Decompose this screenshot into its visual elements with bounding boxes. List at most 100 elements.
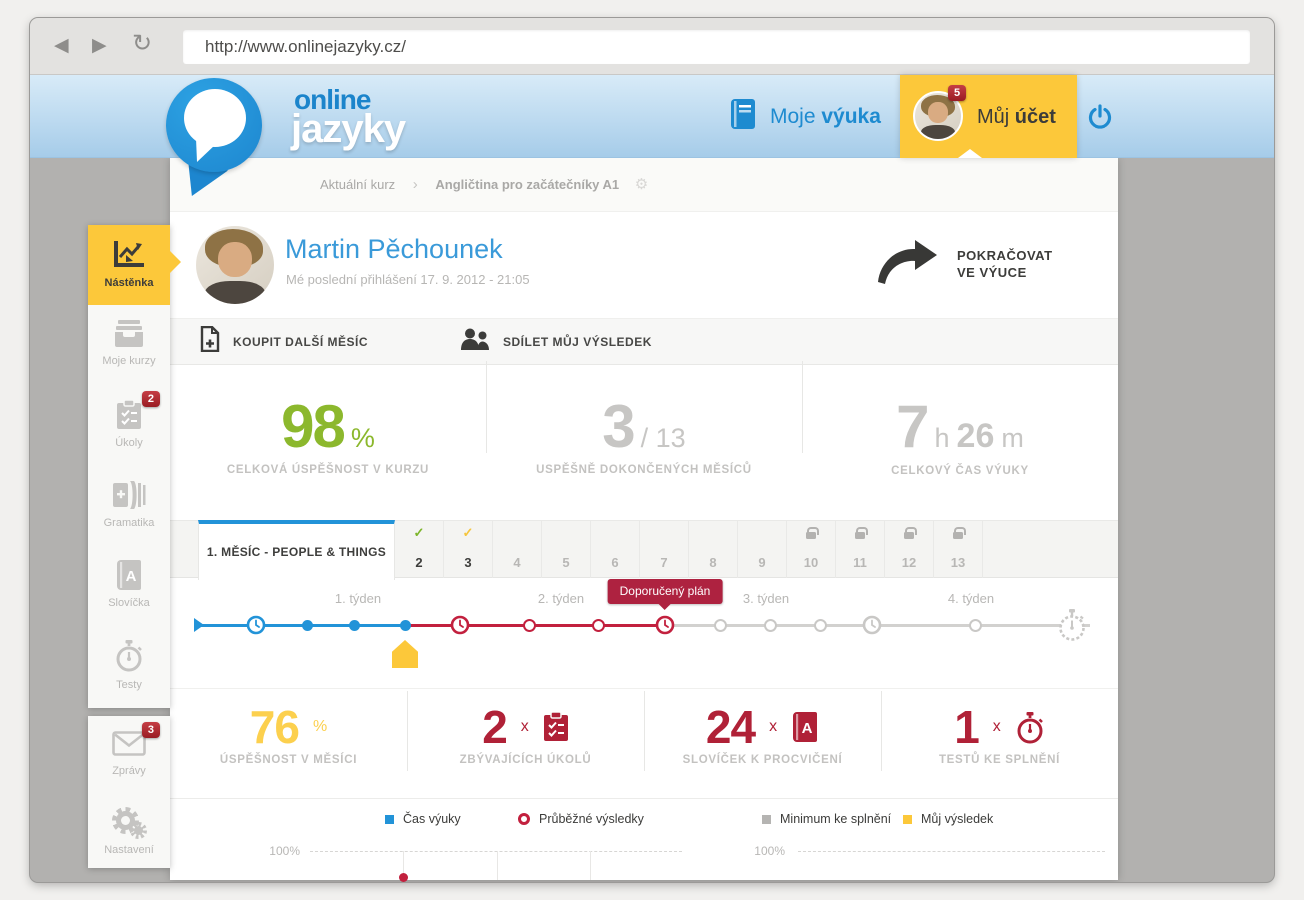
legend-swatch [385, 814, 394, 824]
settings-icon [111, 807, 147, 839]
last-login-text: Mé poslední přihlášení 17. 9. 2012 - 21:… [286, 272, 530, 287]
people-icon [460, 328, 490, 355]
results-chart-strip: 100% 100% [170, 838, 1118, 882]
lock-icon [806, 527, 819, 539]
sidebar-secondary: 3 Zprávy Nastavení [88, 716, 170, 868]
tab-number: 11 [853, 555, 867, 570]
tab-number: 10 [803, 555, 819, 570]
tab-month-7[interactable]: 7 [640, 521, 689, 578]
browser-reload-button[interactable]: ↻ [132, 30, 153, 57]
stat-number: 2 [482, 701, 508, 753]
notification-badge: 3 [141, 722, 160, 738]
tab-month-8[interactable]: 8 [689, 521, 738, 578]
main-content: Aktuální kurz › Angličtina pro začáteční… [170, 158, 1118, 882]
week-label: 2. týden [537, 591, 585, 606]
browser-forward-button[interactable]: ▶ [92, 35, 107, 56]
stat-label: ZBÝVAJÍCÍCH ÚKOLŮ [459, 754, 592, 766]
course-stats-row: 98% CELKOVÁ ÚSPĚŠNOST V KURZU 3/ 13 USPĚŠNĚ… [170, 361, 1118, 520]
chart-legend: Čas výuky Průběžné výsledky Minimum ke spl… [170, 798, 1118, 838]
breadcrumb: Aktuální kurz › Angličtina pro začáteční… [170, 158, 1118, 212]
dashboard-icon [113, 240, 145, 272]
clock-icon [655, 615, 675, 635]
sidebar-item-gramatika[interactable]: Gramatika [88, 465, 170, 545]
vocab-icon: A [115, 560, 143, 592]
lock-icon [953, 527, 966, 539]
notification-badge: 2 [141, 391, 160, 407]
timeline-dot [301, 620, 313, 631]
tab-month-10[interactable]: 10 [787, 521, 836, 578]
tab-month-3[interactable]: ✓ 3 [444, 521, 493, 578]
course-stat: 98% CELKOVÁ ÚSPĚŠNOST V KURZU [170, 365, 486, 520]
breadcrumb-level1[interactable]: Aktuální kurz [320, 177, 396, 192]
course-settings-gear-icon[interactable]: ⚙ [634, 176, 649, 193]
tab-month-6[interactable]: 6 [591, 521, 640, 578]
logout-power-icon[interactable] [1087, 104, 1113, 135]
check-icon: ✓ [462, 525, 474, 540]
stat-label: ÚSPĚŠNOST V MĚSÍCI [219, 754, 358, 766]
browser-back-button[interactable]: ◀ [54, 35, 69, 56]
tab-month-13[interactable]: 13 [934, 521, 983, 578]
breadcrumb-separator: › [412, 176, 418, 193]
nav-muj-ucet[interactable]: 5 Můj účet [900, 75, 1077, 158]
timeline-dot [399, 620, 411, 631]
right-chart-axis-label: 100% [754, 844, 785, 858]
svg-text:A: A [126, 568, 137, 585]
tests-icon [114, 640, 144, 672]
tab-number: 4 [513, 555, 521, 570]
tab-month-12[interactable]: 12 [885, 521, 934, 578]
koupit-dalsi-mesic-button[interactable]: KOUPIT DALŠÍ MĚSÍC [200, 325, 369, 357]
sidebar-item-moje-kurzy[interactable]: Moje kurzy [88, 305, 170, 385]
recommended-plan-tooltip: Doporučený plán [607, 579, 723, 604]
stat-value: 7 h 26 m [802, 397, 1118, 457]
stat-suffix: x [769, 718, 778, 735]
sidebar-item-testy[interactable]: Testy [88, 625, 170, 705]
week-label: 1. týden [334, 591, 382, 606]
tab-number: 13 [950, 555, 966, 570]
week-timeline: 1. týden 2. týden 3. týden 4. týden Doporuče… [170, 578, 1118, 688]
sdilet-muj-vysledek-button[interactable]: SDÍLET MŮJ VÝSLEDEK [460, 328, 652, 355]
timeline-circle [522, 619, 536, 632]
account-notification-badge: 5 [948, 85, 967, 101]
stopwatch-icon [1057, 609, 1087, 646]
legend-item-muj-vysledek: Můj výsledek [903, 812, 993, 826]
nav-muj-ucet-label: Můj účet [977, 106, 1056, 128]
sidebar-item-label: Nastavení [104, 844, 154, 856]
clock-icon [450, 615, 470, 635]
continue-learning-button[interactable]: POKRAČOVAT VE VÝUCE [875, 238, 1053, 291]
tab-number: 6 [611, 555, 619, 570]
logo-text-jazyky: jazyky [291, 107, 406, 151]
action-button-label: KOUPIT DALŠÍ MĚSÍC [233, 334, 369, 349]
legend-item-minimum-ke-splneni: Minimum ke splnění [762, 812, 891, 826]
month-stat: 2 x ZBÝVAJÍCÍCH ÚKOLŮ [407, 689, 644, 798]
tab-month-4[interactable]: 4 [493, 521, 542, 578]
tab-number: 8 [709, 555, 717, 570]
sidebar-item-nastaveni[interactable]: Nastavení [88, 792, 170, 868]
site-logo[interactable]: online jazyky [166, 76, 466, 216]
address-bar[interactable]: http://www.onlinejazyky.cz/ [183, 30, 1250, 64]
stat-value: 98% [170, 397, 486, 457]
nav-moje-vyuka-label: Moje výuka [770, 104, 881, 128]
left-chart-axis-label: 100% [269, 844, 300, 858]
nav-moje-vyuka[interactable]: Moje výuka [730, 75, 881, 158]
tab-month-2[interactable]: ✓ 2 [395, 521, 444, 578]
tab-month-1[interactable]: 1. MĚSÍC - PEOPLE & THINGS [198, 520, 395, 580]
courses-icon [114, 320, 144, 352]
sidebar-item-slovicka[interactable]: A Slovíčka [88, 545, 170, 625]
timeline-circle [713, 619, 727, 632]
check-icon: ✓ [413, 525, 425, 540]
sidebar-item-nastenka[interactable]: Nástěnka [88, 225, 181, 305]
tab-number: 12 [901, 555, 917, 570]
stat-value-part: / 13 [640, 423, 686, 453]
tab-month-9[interactable]: 9 [738, 521, 787, 578]
sidebar-item-label: Nástěnka [104, 277, 154, 289]
right-chart-gridline [798, 851, 1105, 852]
tab-month-5[interactable]: 5 [542, 521, 591, 578]
sidebar-item-zpravy[interactable]: 3 Zprávy [88, 716, 170, 792]
sidebar-item-ukoly[interactable]: 2 Úkoly [88, 385, 170, 465]
timeline-circle [591, 619, 605, 632]
tab-month-11[interactable]: 11 [836, 521, 885, 578]
month-stat: 1 x TESTŮ KE SPLNĚNÍ [881, 689, 1118, 798]
course-stat: 7 h 26 m CELKOVÝ ČAS VÝUKY [802, 361, 1118, 520]
svg-text:A: A [802, 720, 813, 737]
